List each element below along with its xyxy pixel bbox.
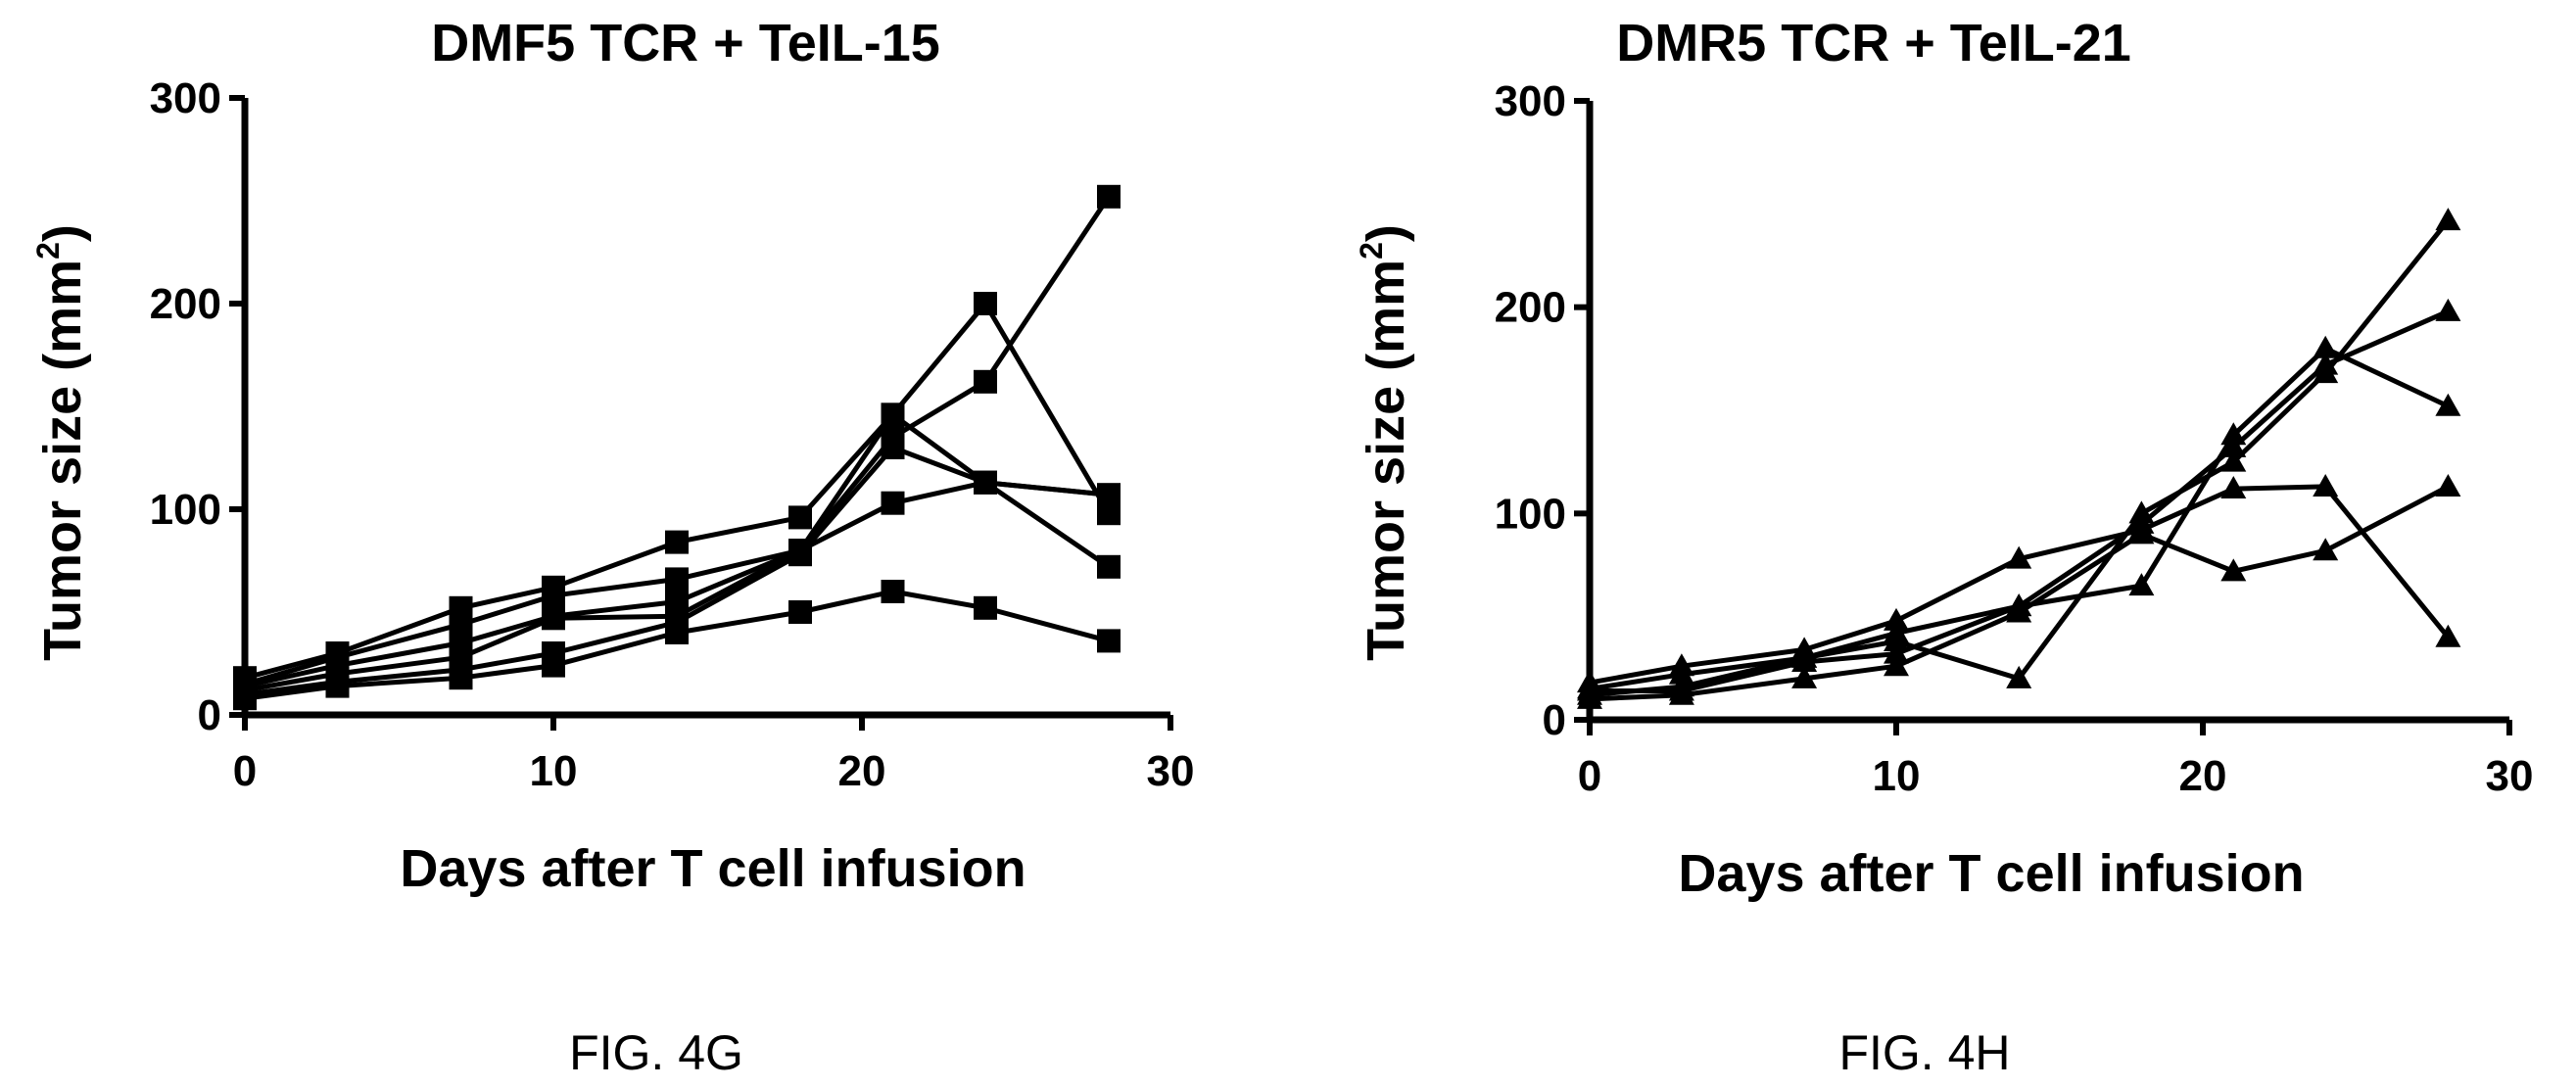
x-tick-label: 30 <box>1147 747 1195 795</box>
data-point <box>2006 545 2032 569</box>
data-point <box>2128 510 2155 534</box>
plot-layer: 0 100 200 300 0 10 20 30 <box>1495 77 2534 800</box>
data-point <box>1884 607 1909 631</box>
data-point <box>788 600 812 624</box>
data-point <box>881 491 905 515</box>
data-point <box>1884 640 1909 664</box>
data-point <box>974 292 997 315</box>
data-point <box>1791 649 1818 673</box>
y-axis-label-text: Tumor size (mm <box>1357 260 1415 661</box>
data-point <box>1668 678 1694 701</box>
data-point <box>542 584 565 608</box>
y-axis-label-superscript: 2 <box>30 242 66 260</box>
x-tick-label: 20 <box>838 747 886 795</box>
data-point <box>2220 434 2247 457</box>
data-point <box>881 436 905 459</box>
y-tick-label: 0 <box>1543 696 1566 744</box>
data-point <box>2313 352 2339 375</box>
y-tick-label: 100 <box>150 486 221 534</box>
data-point <box>1577 678 1602 701</box>
y-axis-label-close: ) <box>33 224 92 242</box>
data-point <box>2435 473 2461 497</box>
chart-title: DMF5 TCR + TeIL-15 <box>431 14 940 72</box>
chart-panel-fig-4g: DMF5 TCR + TeIL-15 0 100 200 300 0 10 20 30 Day… <box>30 14 1195 1080</box>
y-tick-label: 200 <box>1495 284 1566 332</box>
data-point <box>1097 483 1121 507</box>
y-axis-label-text: Tumor size (mm <box>33 260 92 661</box>
data-point <box>2006 665 2032 688</box>
data-point <box>325 674 350 698</box>
data-point <box>665 567 689 592</box>
chart-panel-fig-4h: DMR5 TCR + TeIL-21 0 100 200 300 0 10 20 30 Day… <box>1354 14 2534 1080</box>
x-tick-label: 0 <box>1578 752 1601 800</box>
data-point <box>788 543 812 567</box>
x-axis-label: Days after T cell infusion <box>1678 844 2304 903</box>
data-point <box>2435 208 2461 231</box>
y-axis-label: Tumor size (mm2) <box>30 224 92 661</box>
data-point <box>665 530 689 554</box>
y-tick-label: 0 <box>198 691 221 739</box>
data-point <box>665 621 689 644</box>
data-point <box>2313 473 2339 497</box>
figure-caption: FIG. 4G <box>569 1025 743 1080</box>
figure-caption: FIG. 4H <box>1838 1025 2010 1080</box>
x-tick-label: 10 <box>1873 752 1921 800</box>
data-point <box>542 653 565 678</box>
y-axis-label-close: ) <box>1357 224 1415 242</box>
data-point <box>2220 449 2247 472</box>
chart-title: DMR5 TCR + TeIL-21 <box>1616 14 2131 72</box>
data-point <box>2435 624 2461 647</box>
data-point <box>1668 661 1694 685</box>
data-point <box>1097 184 1121 209</box>
y-axis-label: Tumor size (mm2) <box>1354 224 1415 661</box>
data-point <box>788 505 812 530</box>
data-point <box>2435 298 2461 321</box>
data-point <box>2128 573 2155 596</box>
data-point <box>1097 629 1121 653</box>
data-point <box>1884 653 1909 677</box>
data-point <box>2006 593 2032 617</box>
data-point <box>542 606 565 631</box>
data-point <box>2220 476 2247 499</box>
data-point <box>2435 393 2461 416</box>
data-point <box>1791 665 1818 688</box>
data-point <box>881 402 905 427</box>
data-point <box>974 595 997 620</box>
data-point <box>2313 335 2339 358</box>
data-point <box>233 687 257 711</box>
y-tick-label: 200 <box>150 280 221 328</box>
data-point <box>1097 554 1121 579</box>
x-tick-label: 0 <box>233 747 257 795</box>
data-point <box>2313 538 2339 561</box>
data-point <box>1884 628 1909 651</box>
y-tick-label: 300 <box>1495 77 1566 125</box>
series-line-2 <box>1589 346 2450 691</box>
data-point <box>881 580 905 603</box>
data-point <box>974 470 997 495</box>
y-tick-label: 100 <box>1495 490 1566 538</box>
data-point <box>2220 558 2247 582</box>
x-tick-label: 10 <box>530 747 578 795</box>
data-point <box>449 666 473 690</box>
x-tick-label: 20 <box>2179 752 2227 800</box>
x-axis-label: Days after T cell infusion <box>400 839 1026 898</box>
y-axis-label-superscript: 2 <box>1354 242 1389 260</box>
data-point <box>974 369 997 394</box>
series-line-3 <box>1589 218 2451 698</box>
plot-layer: 0 100 200 300 0 10 20 30 <box>150 74 1195 795</box>
y-tick-label: 300 <box>150 74 221 122</box>
series-line-1 <box>1589 484 2451 686</box>
x-tick-label: 30 <box>2486 752 2534 800</box>
